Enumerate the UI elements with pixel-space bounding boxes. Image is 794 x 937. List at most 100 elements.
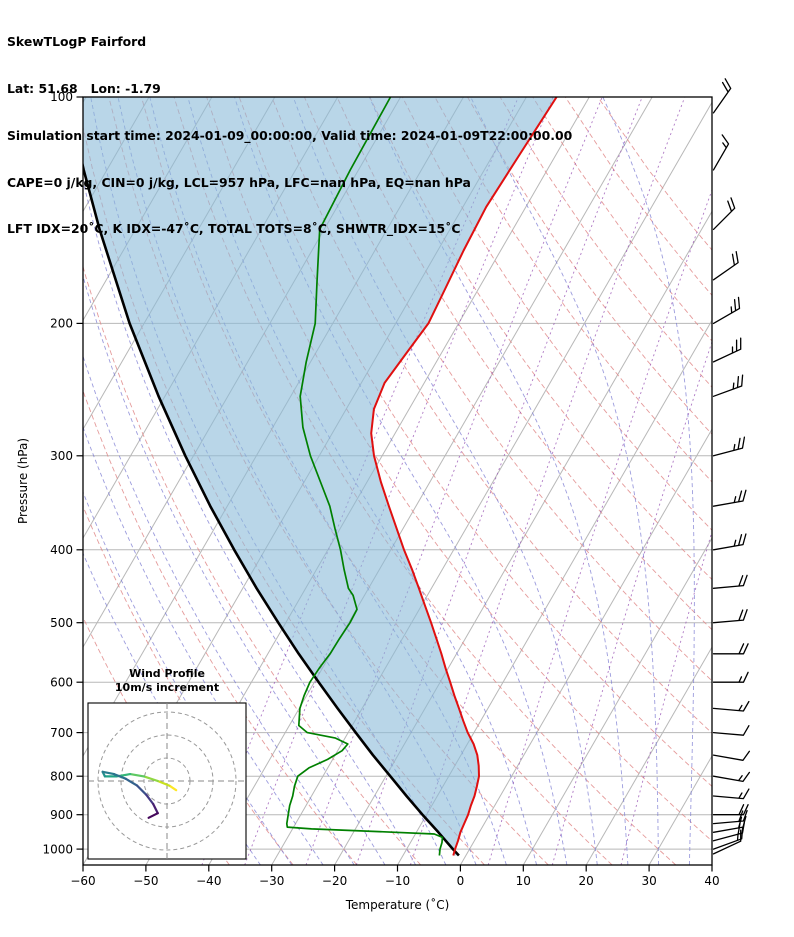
x-tick-label: −10 [385, 874, 410, 888]
isotherm-line [711, 863, 712, 865]
hodograph-title: Wind Profile [129, 667, 205, 680]
stability-line-2: LFT IDX=20˚C, K IDX=-47˚C, TOTAL TOTS=8˚… [7, 221, 461, 237]
dry-adiabat-line [83, 505, 294, 865]
x-tick-label: −60 [70, 874, 95, 888]
isotherm-line [585, 646, 712, 865]
isotherm-line [648, 755, 712, 865]
moist-adiabat-line [720, 97, 748, 865]
hodograph-subtitle: 10m/s increment [114, 680, 220, 694]
mixing-ratio-line [620, 529, 712, 865]
hodograph-trace-segment [152, 802, 159, 815]
x-tick-label: 30 [641, 874, 656, 888]
dry-adiabat-line [83, 389, 358, 865]
wind-barb [712, 197, 736, 231]
wind-barb [712, 771, 751, 783]
hodograph-trace-segment [113, 773, 127, 780]
dry-adiabat-line [401, 97, 712, 531]
y-axis-label: Pressure (hPa) [16, 438, 30, 524]
hodograph-ring [120, 734, 214, 828]
wind-barbs [712, 78, 751, 855]
wind-barb [712, 609, 748, 624]
moist-adiabat-line [83, 178, 416, 865]
moist-adiabat-line [83, 274, 386, 865]
isotherm-line [459, 428, 712, 865]
lat-lon-line: Lat: 51.68 Lon: -1.79 [7, 80, 161, 96]
dry-adiabat-line [369, 97, 712, 581]
x-tick-label: −50 [133, 874, 158, 888]
wind-barb [712, 374, 744, 397]
isotherm-line [271, 101, 712, 865]
dry-adiabat-line [83, 265, 422, 865]
wind-barb [712, 574, 748, 589]
moist-adiabat-line [292, 97, 598, 865]
temperature-profile-line [370, 97, 558, 856]
x-tick-label: −40 [196, 874, 221, 888]
dry-adiabat-line [303, 97, 712, 682]
header-block: SkewTLogP Fairford Lat: 51.68 Lon: -1.79… [7, 3, 572, 268]
isotherm-line [397, 319, 712, 865]
y-tick-label: 1000 [42, 842, 73, 856]
profiles [83, 97, 558, 857]
y-tick-label: 200 [50, 317, 73, 331]
x-tick-label: 10 [516, 874, 531, 888]
x-tick-label: 0 [457, 874, 465, 888]
moist-adiabat-line [470, 97, 660, 865]
stability-line-1: CAPE=0 j/kg, CIN=0 j/kg, LCL=957 hPa, LF… [7, 174, 471, 190]
dry-adiabat-line [336, 97, 712, 631]
wind-barb [712, 671, 749, 683]
wind-barb [712, 489, 747, 507]
wind-barb [712, 78, 732, 114]
isotherm-line [208, 97, 653, 865]
wind-barb [712, 533, 747, 551]
wind-barb [712, 788, 750, 800]
mixing-ratio-line [305, 97, 603, 865]
hodograph-trace-segment [168, 784, 178, 792]
y-tick-label: 700 [50, 726, 73, 740]
x-tick-label: 20 [579, 874, 594, 888]
page-title: SkewTLogP Fairford [7, 34, 147, 50]
wind-barb [712, 809, 748, 825]
hodograph-trace-segment [124, 777, 139, 787]
hodograph-trace-segment [142, 775, 159, 783]
moist-adiabat-line [83, 354, 355, 865]
wind-barb [712, 700, 750, 712]
wind-barb [712, 643, 749, 655]
moist-adiabat-line [602, 97, 695, 865]
wind-barb [712, 750, 751, 761]
y-tick-label: 900 [50, 808, 73, 822]
axes: −60 −50 −40 −30 −20 −10 0 10 20 30 40 100 200 300 400 5… [16, 90, 720, 912]
wind-barb [712, 134, 730, 171]
y-tick-label: 800 [50, 769, 73, 783]
y-tick-label: 300 [50, 449, 73, 463]
shaded-area-group [83, 97, 557, 856]
time-line: Simulation start time: 2024-01-09_00:00:… [7, 127, 573, 143]
wind-barb [712, 804, 749, 816]
y-tick-label: 400 [50, 543, 73, 557]
moist-adiabat-line [83, 491, 293, 865]
negative-area-shading [83, 97, 557, 856]
dry-adiabat-line [238, 97, 712, 787]
mixing-ratio-line [551, 340, 712, 865]
dry-adiabat-line [597, 97, 712, 251]
hodograph-ring [143, 757, 191, 805]
hodograph-trace-segment [145, 793, 155, 806]
wind-barb [712, 827, 744, 850]
x-tick-label: −30 [259, 874, 284, 888]
x-tick-label: 40 [704, 874, 719, 888]
wind-barb [712, 251, 739, 281]
dewpoint-profile-line [285, 97, 444, 856]
moist-adiabat-line [83, 425, 324, 865]
wind-barb [712, 829, 742, 855]
parcel-profile-line [83, 160, 460, 857]
hodograph-trace-segment [129, 773, 146, 778]
moist-adiabat-line [234, 97, 568, 865]
hodograph-trace-segment [101, 770, 116, 776]
mixing-ratio-line [487, 188, 712, 865]
dry-adiabat-line [271, 97, 712, 734]
wind-barb [712, 436, 746, 457]
x-tick-label: −20 [322, 874, 347, 888]
x-axis-label: Temperature (˚C) [345, 897, 450, 912]
y-tick-label: 500 [50, 616, 73, 630]
